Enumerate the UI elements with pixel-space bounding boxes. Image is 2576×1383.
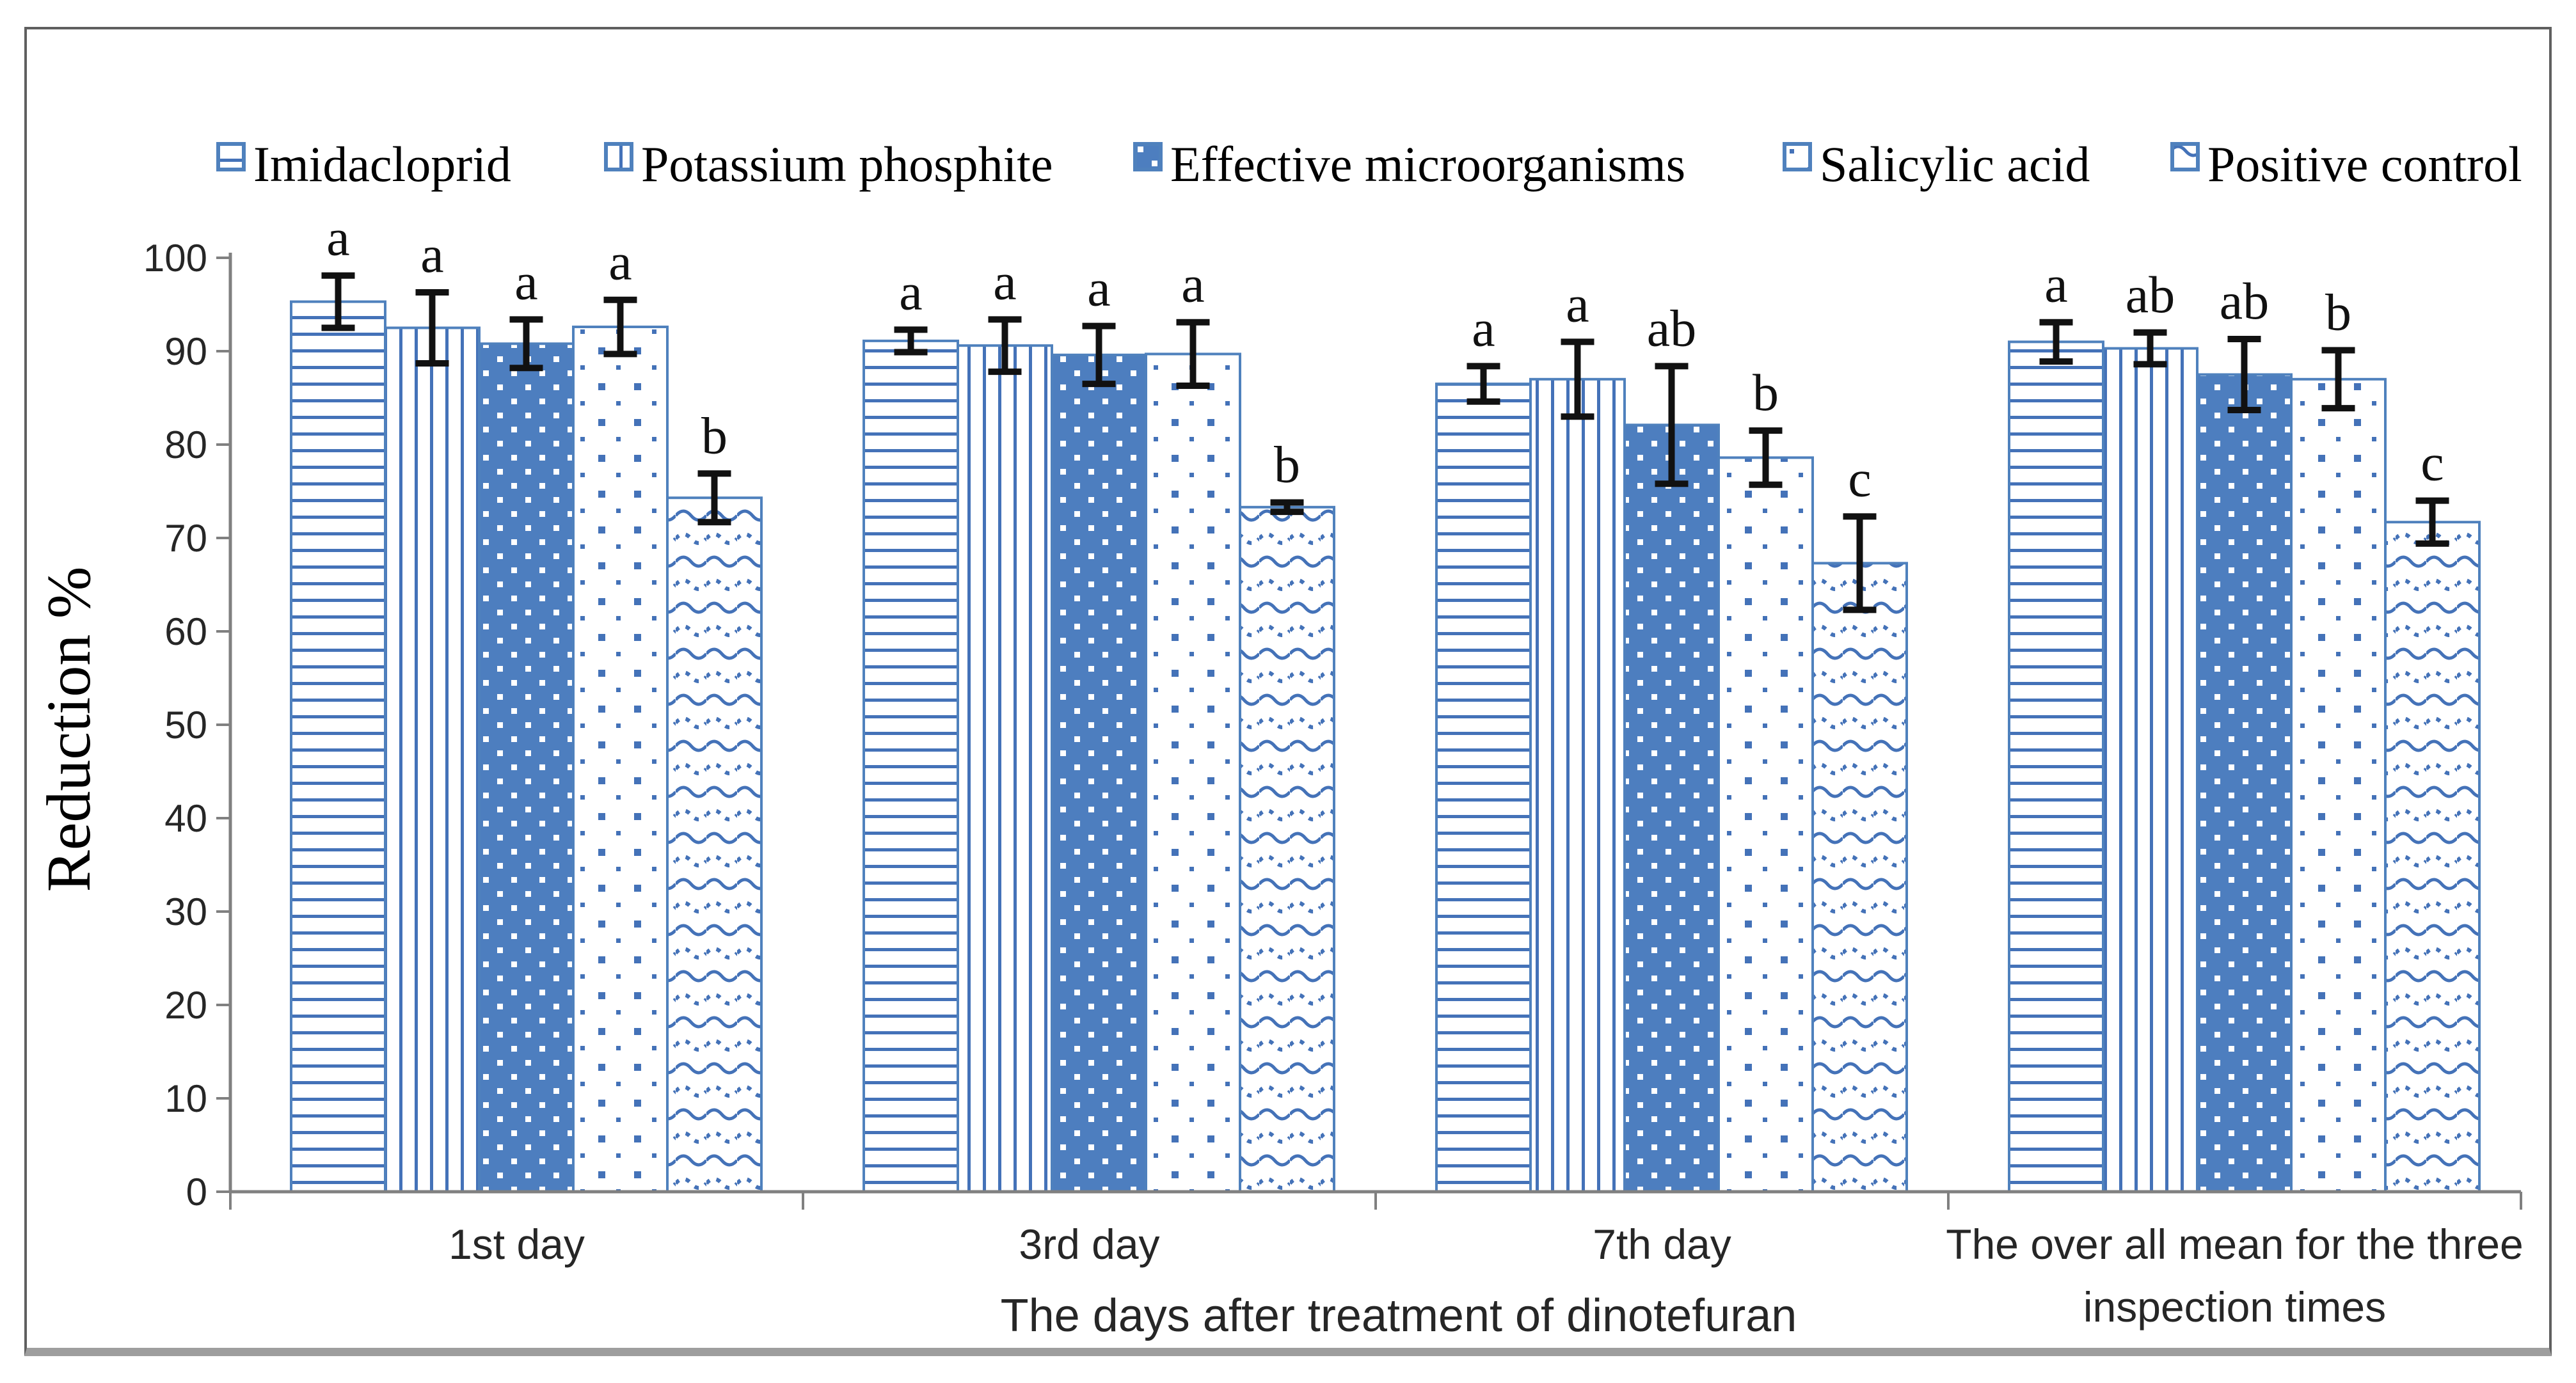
legend-marker-imidacloprid-icon (216, 142, 246, 171)
bar-potassium-phosphite-1st-day (384, 326, 481, 1193)
bar-effective-microorganisms-the-over-all-mean-for-the-three-inspection-times (2196, 373, 2293, 1193)
error-bar-positive-control-3rd-day (1270, 499, 1304, 516)
bar-potassium-phosphite-the-over-all-mean-for-the-three-inspection-times (2102, 347, 2198, 1193)
sig-letter-positive-control-7th-day: c (1848, 449, 1871, 507)
legend-marker-potassium-phosphite-icon (604, 142, 633, 171)
error-bar-potassium-phosphite-7th-day (1561, 338, 1594, 420)
x-category-label-7th-day-line1: 7th day (1593, 1221, 1731, 1268)
legend-item-potassium-phosphite: Potassium phosphite (604, 139, 1053, 189)
y-tick-label-0: 0 (186, 1171, 207, 1213)
sig-letter-imidacloprid-the-over-all-mean-for-the-three-inspection-times: a (2044, 255, 2067, 313)
bar-effective-microorganisms-3rd-day (1051, 353, 1147, 1193)
y-tick-label-100: 100 (143, 237, 207, 280)
legend-label-positive-control: Positive control (2207, 136, 2522, 192)
y-tick-label-30: 30 (164, 890, 207, 933)
legend-item-salicylic-acid: Salicylic acid (1783, 139, 2090, 189)
error-bar-effective-microorganisms-3rd-day (1082, 322, 1116, 388)
sig-letter-imidacloprid-7th-day: a (1472, 299, 1495, 357)
bar-salicylic-acid-7th-day (1717, 456, 1814, 1193)
legend-marker-salicylic-acid-icon (1783, 142, 1812, 171)
bar-imidacloprid-3rd-day (863, 339, 959, 1193)
x-category-label-3rd-day-line1: 3rd day (1019, 1221, 1159, 1268)
y-tick-label-80: 80 (164, 423, 207, 466)
bar-imidacloprid-7th-day (1435, 383, 1532, 1193)
sig-letter-potassium-phosphite-the-over-all-mean-for-the-three-inspection-times: ab (2126, 265, 2175, 324)
error-bar-salicylic-acid-the-over-all-mean-for-the-three-inspection-times (2321, 347, 2355, 412)
bar-salicylic-acid-1st-day (572, 326, 669, 1193)
x-category-label-the-over-all-mean-for-the-three-inspection-times-line1: The over all mean for the three (1946, 1221, 2523, 1268)
y-tick-label-50: 50 (164, 704, 207, 747)
y-tick-label-90: 90 (164, 330, 207, 373)
bar-imidacloprid-1st-day (290, 300, 386, 1194)
y-tick-label-70: 70 (164, 517, 207, 560)
bar-salicylic-acid-3rd-day (1145, 352, 1241, 1193)
error-bar-salicylic-acid-3rd-day (1176, 319, 1210, 389)
error-bar-positive-control-1st-day (697, 470, 731, 526)
sig-letter-potassium-phosphite-7th-day: a (1566, 274, 1589, 333)
error-bar-potassium-phosphite-the-over-all-mean-for-the-three-inspection-times (2133, 329, 2167, 368)
legend-marker-positive-control-icon (2170, 142, 2200, 171)
sig-letter-effective-microorganisms-7th-day: ab (1647, 299, 1696, 357)
sig-letter-positive-control-the-over-all-mean-for-the-three-inspection-times: c (2421, 434, 2444, 492)
sig-letter-salicylic-acid-the-over-all-mean-for-the-three-inspection-times: b (2325, 283, 2351, 342)
legend-label-salicylic-acid: Salicylic acid (1820, 136, 2090, 192)
bar-positive-control-the-over-all-mean-for-the-three-inspection-times (2384, 521, 2481, 1194)
bar-imidacloprid-the-over-all-mean-for-the-three-inspection-times (2008, 340, 2104, 1193)
bar-positive-control-1st-day (666, 496, 763, 1194)
error-bar-imidacloprid-the-over-all-mean-for-the-three-inspection-times (2039, 319, 2073, 365)
bar-potassium-phosphite-7th-day (1529, 377, 1626, 1193)
y-tick-label-20: 20 (164, 984, 207, 1027)
sig-letter-salicylic-acid-7th-day: b (1753, 363, 1779, 422)
error-bar-positive-control-the-over-all-mean-for-the-three-inspection-times (2415, 497, 2449, 547)
error-bar-potassium-phosphite-3rd-day (988, 316, 1022, 375)
x-category-label-1st-day-line1: 1st day (449, 1221, 585, 1268)
sig-letter-potassium-phosphite-1st-day: a (420, 225, 443, 283)
legend-item-effective-microorganisms: Effective microorganisms (1133, 139, 1685, 189)
sig-letter-effective-microorganisms-3rd-day: a (1087, 259, 1110, 317)
bar-effective-microorganisms-1st-day (478, 342, 575, 1193)
sig-letter-positive-control-1st-day: b (701, 406, 727, 464)
sig-letter-potassium-phosphite-3rd-day: a (993, 252, 1016, 310)
sig-letter-salicylic-acid-3rd-day: a (1181, 255, 1204, 313)
bar-effective-microorganisms-7th-day (1623, 423, 1720, 1193)
error-bar-salicylic-acid-7th-day (1749, 427, 1783, 488)
error-bar-imidacloprid-7th-day (1467, 363, 1500, 405)
error-bar-imidacloprid-3rd-day (894, 326, 928, 356)
error-bar-imidacloprid-1st-day (321, 272, 355, 331)
error-bar-potassium-phosphite-1st-day (415, 289, 449, 367)
error-bar-positive-control-7th-day (1843, 513, 1877, 613)
error-bar-effective-microorganisms-7th-day (1655, 363, 1689, 487)
sig-letter-effective-microorganisms-1st-day: a (514, 252, 537, 310)
bar-salicylic-acid-the-over-all-mean-for-the-three-inspection-times (2290, 377, 2387, 1193)
y-tick-label-10: 10 (164, 1077, 207, 1120)
legend-item-positive-control: Positive control (2170, 139, 2522, 189)
x-axis-title: The days after treatment of dinotefuran (1000, 1290, 1797, 1341)
legend-item-imidacloprid: Imidacloprid (216, 139, 511, 189)
legend-marker-effective-microorganisms-icon (1133, 142, 1163, 171)
bar-positive-control-3rd-day (1239, 505, 1335, 1193)
y-tick-label-40: 40 (164, 797, 207, 840)
sig-letter-imidacloprid-1st-day: a (326, 209, 349, 267)
error-bar-salicylic-acid-1st-day (603, 296, 637, 358)
error-bar-effective-microorganisms-1st-day (509, 316, 543, 372)
legend-label-effective-microorganisms: Effective microorganisms (1170, 136, 1686, 192)
legend-label-potassium-phosphite: Potassium phosphite (641, 136, 1053, 192)
sig-letter-salicylic-acid-1st-day: a (608, 233, 632, 291)
sig-letter-effective-microorganisms-the-over-all-mean-for-the-three-inspection-times: ab (2220, 272, 2269, 330)
bar-potassium-phosphite-3rd-day (957, 344, 1053, 1194)
sig-letter-imidacloprid-3rd-day: a (899, 262, 922, 320)
y-tick-label-60: 60 (164, 610, 207, 653)
error-bar-effective-microorganisms-the-over-all-mean-for-the-three-inspection-times (2227, 336, 2261, 413)
bar-positive-control-7th-day (1811, 562, 1908, 1193)
x-category-label-the-over-all-mean-for-the-three-inspection-times-line2: inspection times (2083, 1283, 2386, 1331)
sig-letter-positive-control-3rd-day: b (1274, 436, 1300, 494)
legend-label-imidacloprid: Imidacloprid (253, 136, 511, 192)
